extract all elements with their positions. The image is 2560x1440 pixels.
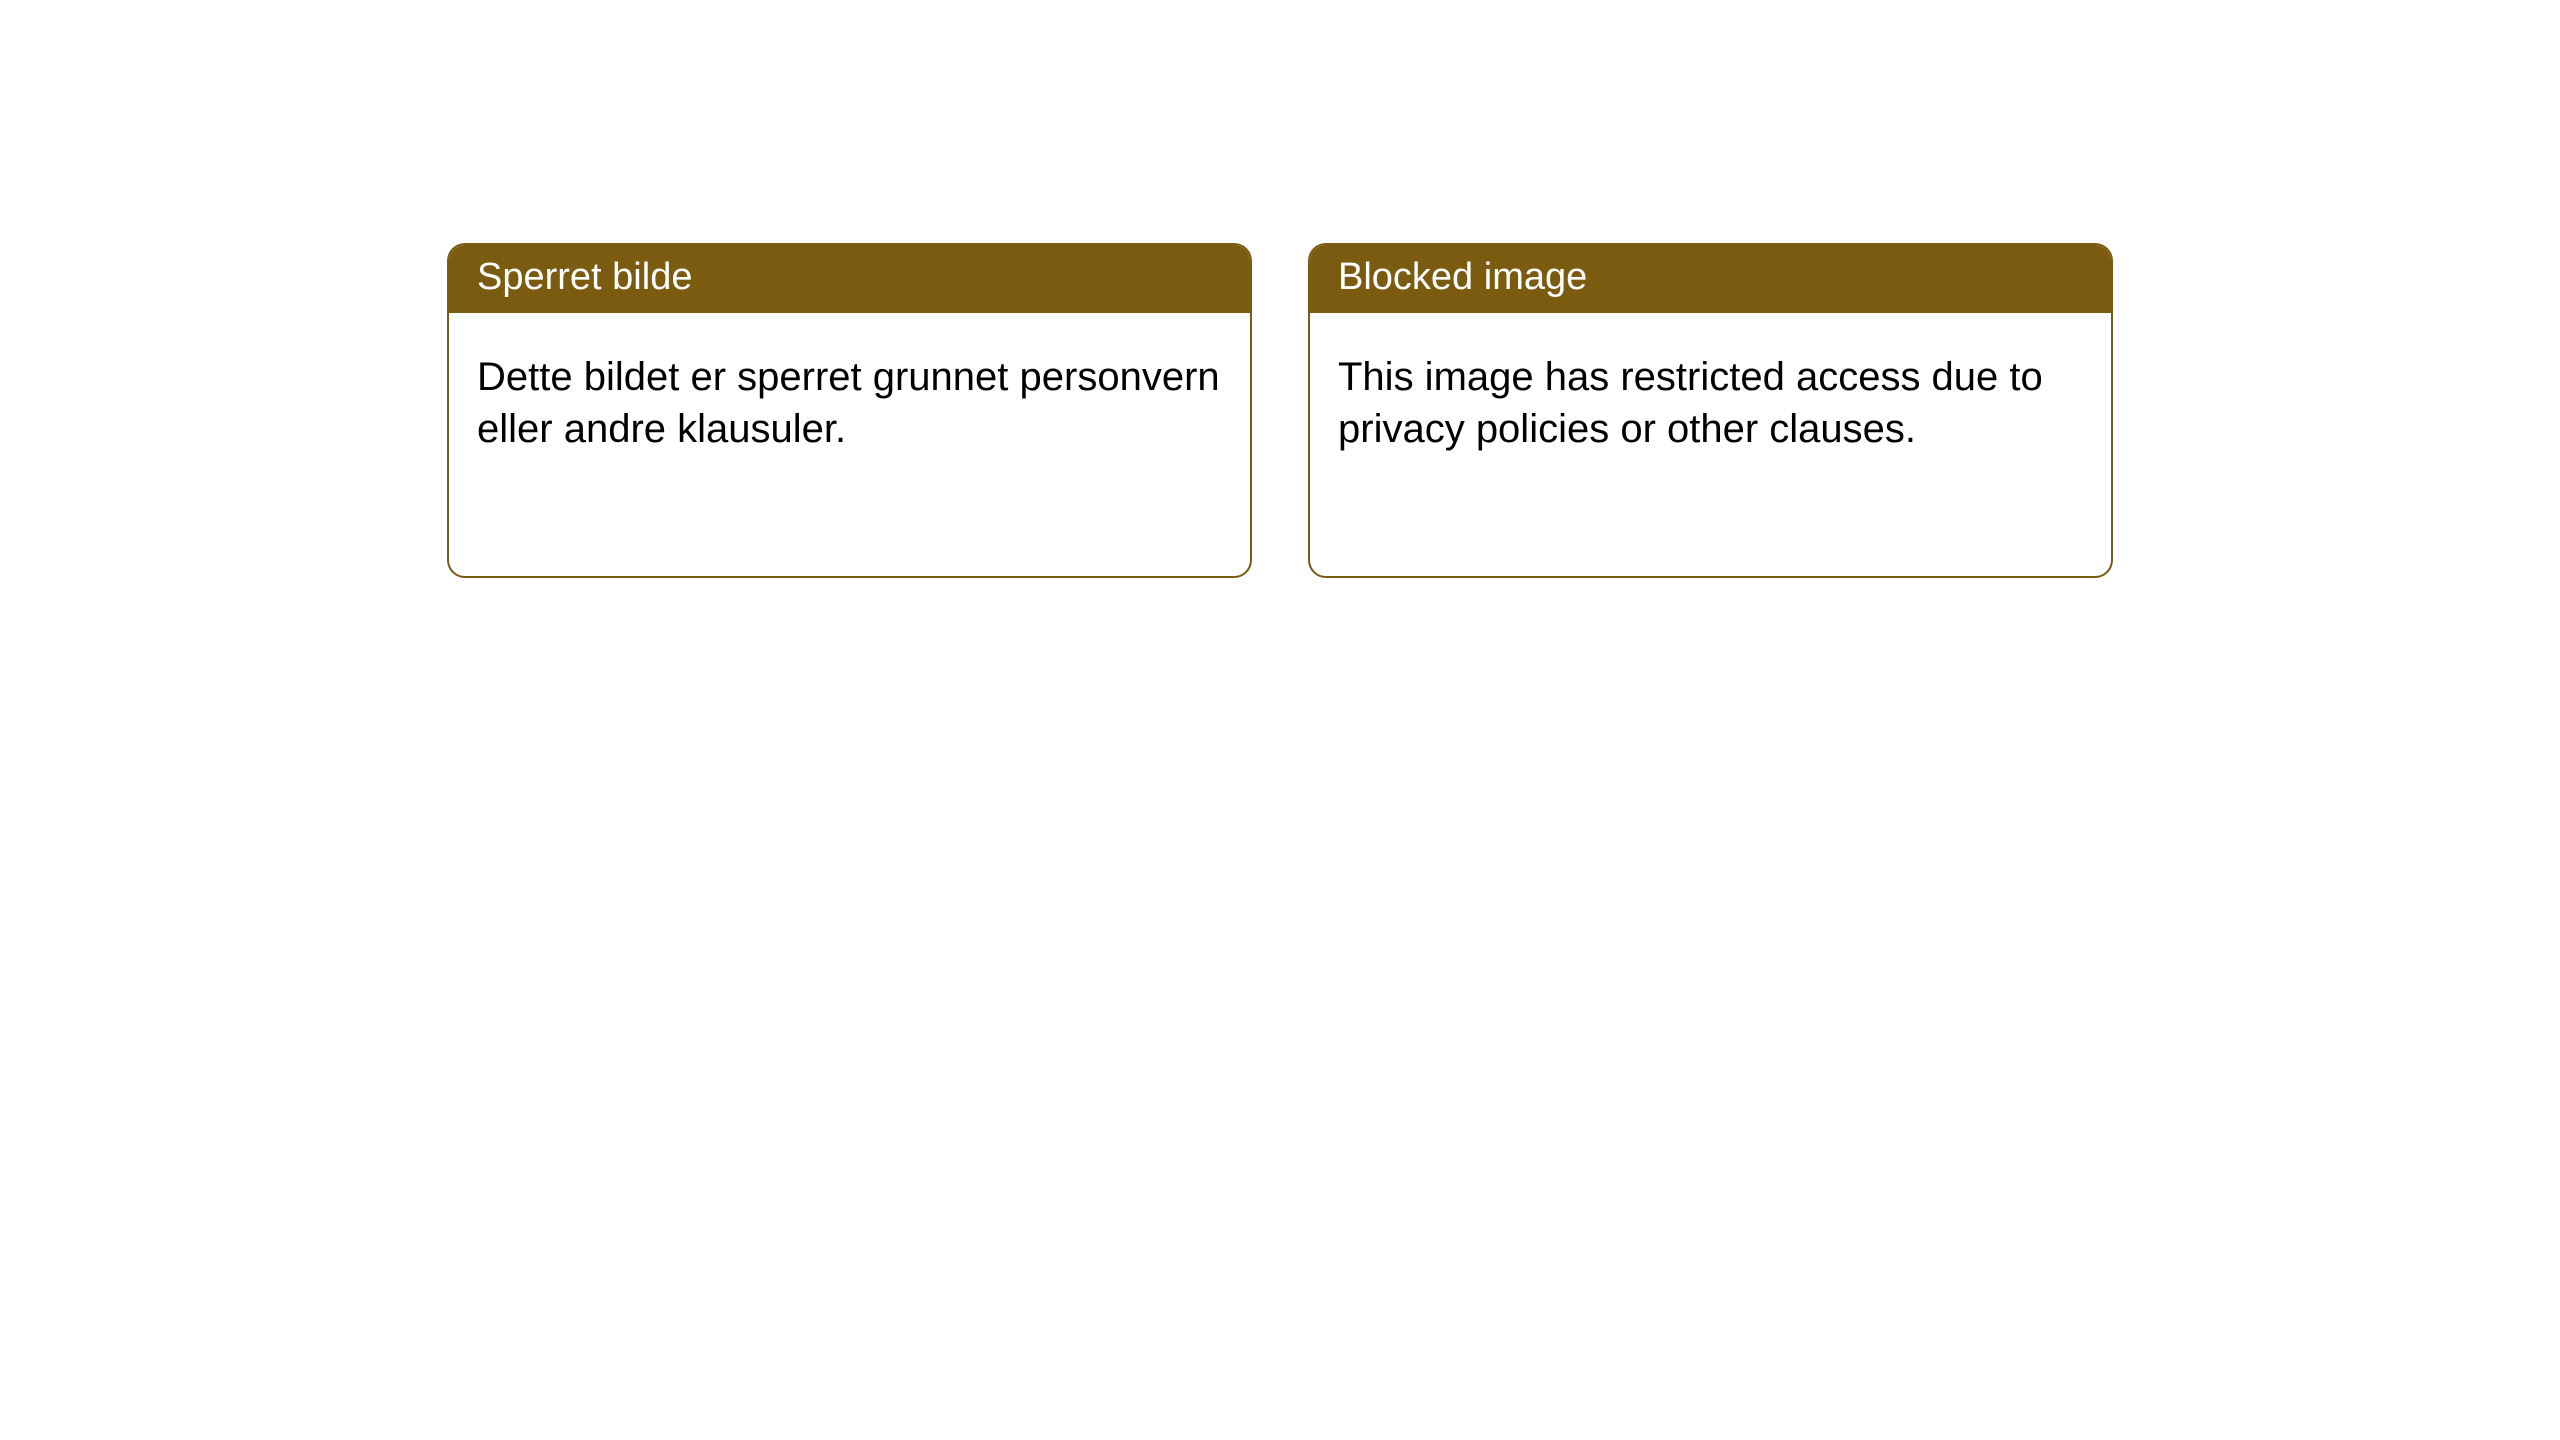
- notice-card-norwegian: Sperret bilde Dette bildet er sperret gr…: [447, 243, 1252, 578]
- notice-header-text: Blocked image: [1338, 256, 1587, 298]
- notice-header-english: Blocked image: [1310, 245, 2111, 313]
- notice-container: Sperret bilde Dette bildet er sperret gr…: [447, 243, 2113, 578]
- notice-body-text: Dette bildet er sperret grunnet personve…: [477, 355, 1220, 451]
- notice-body-text: This image has restricted access due to …: [1338, 355, 2043, 451]
- notice-body-english: This image has restricted access due to …: [1310, 313, 2111, 483]
- notice-header-norwegian: Sperret bilde: [449, 245, 1250, 313]
- notice-card-english: Blocked image This image has restricted …: [1308, 243, 2113, 578]
- notice-header-text: Sperret bilde: [477, 256, 692, 298]
- notice-body-norwegian: Dette bildet er sperret grunnet personve…: [449, 313, 1250, 483]
